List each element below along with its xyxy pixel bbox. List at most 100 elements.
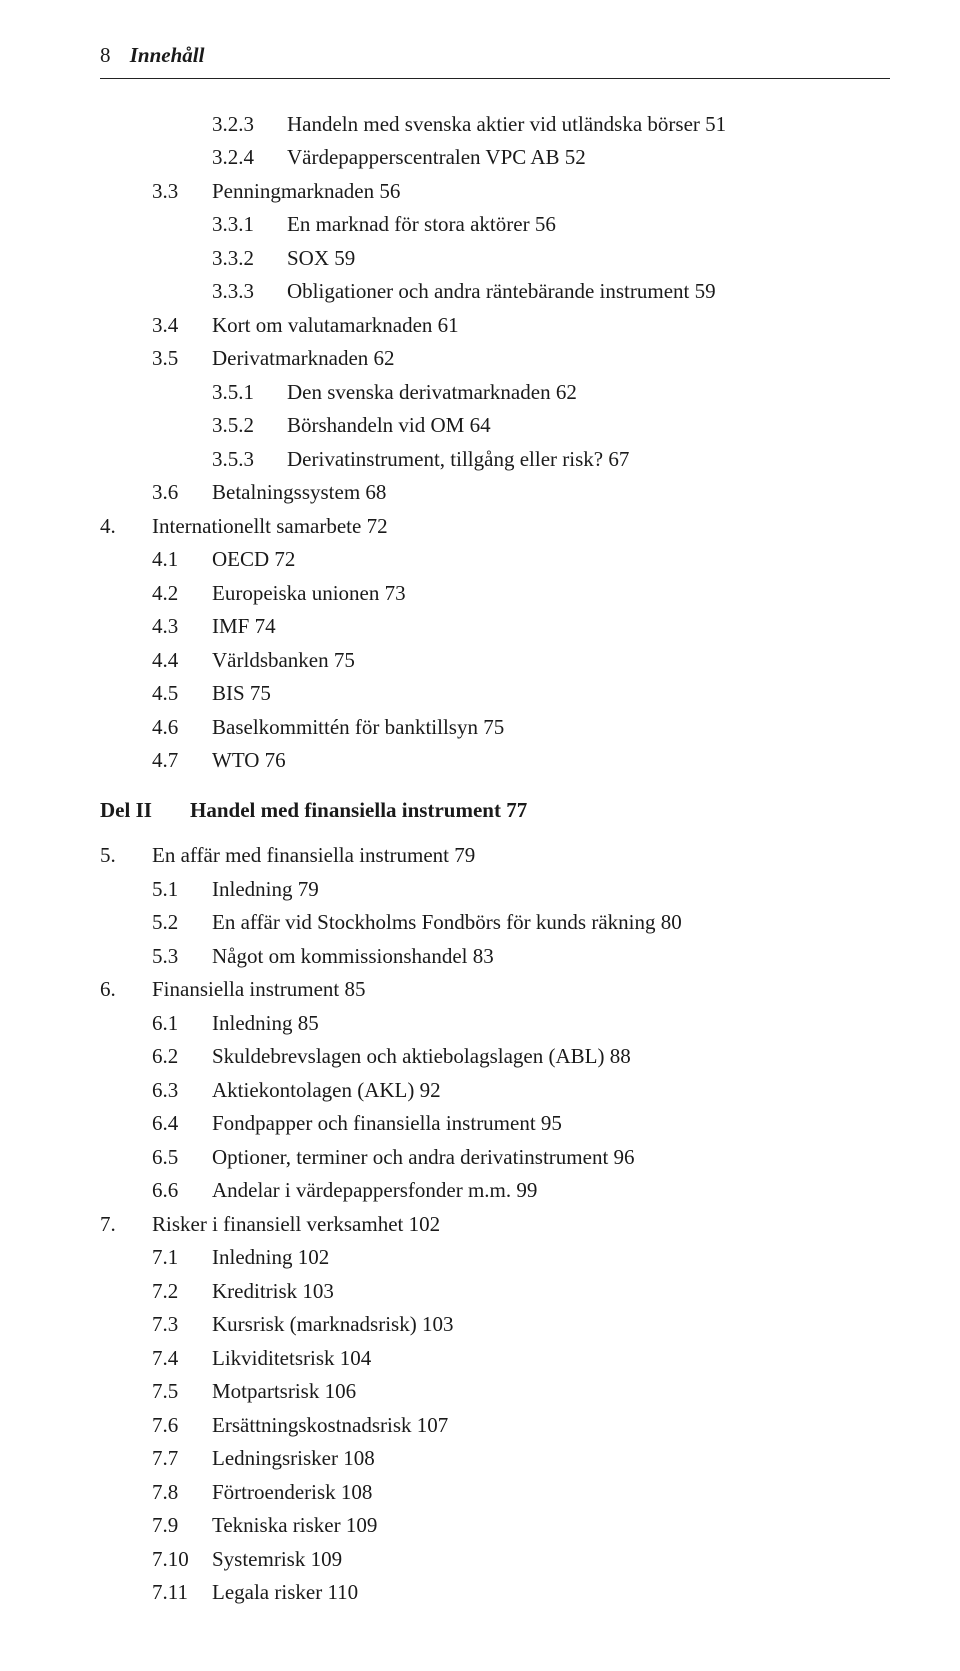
toc-number: 7.9 (152, 1510, 212, 1542)
toc-line: 4.1OECD 72 (100, 544, 890, 576)
toc-number: 7.11 (152, 1577, 212, 1609)
part-label: Del II (100, 795, 190, 827)
toc-text: Obligationer och andra räntebärande inst… (287, 276, 890, 308)
toc-line: 7.10Systemrisk 109 (100, 1544, 890, 1576)
toc-number: 3.2.3 (212, 109, 287, 141)
toc-number: 3.5.2 (212, 410, 287, 442)
toc-text: Ledningsrisker 108 (212, 1443, 890, 1475)
toc-line: 4.4Världsbanken 75 (100, 645, 890, 677)
toc-text: Tekniska risker 109 (212, 1510, 890, 1542)
toc-text: En marknad för stora aktörer 56 (287, 209, 890, 241)
toc-line: 3.5.2Börshandeln vid OM 64 (100, 410, 890, 442)
toc-line: 7.8Förtroenderisk 108 (100, 1477, 890, 1509)
toc-text: Handeln med svenska aktier vid utländska… (287, 109, 890, 141)
toc-text: SOX 59 (287, 243, 890, 275)
toc-line: 7.5Motpartsrisk 106 (100, 1376, 890, 1408)
toc-text: Likviditetsrisk 104 (212, 1343, 890, 1375)
toc-number: 4.7 (152, 745, 212, 777)
header-title: Innehåll (130, 43, 205, 67)
toc-number: 3.3.1 (212, 209, 287, 241)
toc-text: Fondpapper och finansiella instrument 95 (212, 1108, 890, 1140)
toc-number: 6.1 (152, 1008, 212, 1040)
toc-text: Internationellt samarbete 72 (152, 511, 890, 543)
toc-line: 3.5Derivatmarknaden 62 (100, 343, 890, 375)
toc-text: Systemrisk 109 (212, 1544, 890, 1576)
toc-line: 3.6Betalningssystem 68 (100, 477, 890, 509)
toc-number: 6.5 (152, 1142, 212, 1174)
toc-number: 4.6 (152, 712, 212, 744)
toc-text: BIS 75 (212, 678, 890, 710)
toc-number: 4.4 (152, 645, 212, 677)
toc-line: 7.9Tekniska risker 109 (100, 1510, 890, 1542)
toc-number: 3.6 (152, 477, 212, 509)
toc-number: 7.1 (152, 1242, 212, 1274)
toc-text: Derivatmarknaden 62 (212, 343, 890, 375)
toc-number: 3.3.3 (212, 276, 287, 308)
toc-line: 7.Risker i finansiell verksamhet 102 (100, 1209, 890, 1241)
toc-line: 3.3Penningmarknaden 56 (100, 176, 890, 208)
toc-line: 4.Internationellt samarbete 72 (100, 511, 890, 543)
toc-line: 5.En affär med finansiella instrument 79 (100, 840, 890, 872)
toc-text: Betalningssystem 68 (212, 477, 890, 509)
toc-line: 6.5Optioner, terminer och andra derivati… (100, 1142, 890, 1174)
toc-number: 3.5.3 (212, 444, 287, 476)
part-heading: Del II Handel med finansiella instrument… (100, 795, 890, 827)
toc-line: 3.2.3Handeln med svenska aktier vid utlä… (100, 109, 890, 141)
toc-text: Finansiella instrument 85 (152, 974, 890, 1006)
page-number: 8 (100, 40, 111, 72)
toc-number: 6.2 (152, 1041, 212, 1073)
toc-line: 3.5.3Derivatinstrument, tillgång eller r… (100, 444, 890, 476)
toc-text: Förtroenderisk 108 (212, 1477, 890, 1509)
toc-text: Ersättningskostnadsrisk 107 (212, 1410, 890, 1442)
toc-number: 3.4 (152, 310, 212, 342)
toc-text: Andelar i värdepappersfonder m.m. 99 (212, 1175, 890, 1207)
toc-text: Legala risker 110 (212, 1577, 890, 1609)
toc-line: 3.3.1En marknad för stora aktörer 56 (100, 209, 890, 241)
toc-line: 3.5.1Den svenska derivatmarknaden 62 (100, 377, 890, 409)
toc-line: 4.2Europeiska unionen 73 (100, 578, 890, 610)
toc-number: 4.1 (152, 544, 212, 576)
toc-line: 3.3.3Obligationer och andra räntebärande… (100, 276, 890, 308)
toc-text: Optioner, terminer och andra derivatinst… (212, 1142, 890, 1174)
toc-number: 7.6 (152, 1410, 212, 1442)
toc-number: 6.3 (152, 1075, 212, 1107)
toc-number: 7.8 (152, 1477, 212, 1509)
toc-text: En affär med finansiella instrument 79 (152, 840, 890, 872)
toc-number: 4.5 (152, 678, 212, 710)
toc-text: Derivatinstrument, tillgång eller risk? … (287, 444, 890, 476)
page-content: 8 Innehåll 3.2.3Handeln med svenska akti… (0, 0, 960, 1671)
toc-number: 5.2 (152, 907, 212, 939)
toc-line: 5.2En affär vid Stockholms Fondbörs för … (100, 907, 890, 939)
toc-line: 5.1Inledning 79 (100, 874, 890, 906)
toc-text: Kreditrisk 103 (212, 1276, 890, 1308)
toc-line: 7.4Likviditetsrisk 104 (100, 1343, 890, 1375)
toc-number: 3.5.1 (212, 377, 287, 409)
toc-text: Världsbanken 75 (212, 645, 890, 677)
toc-block: 3.2.3Handeln med svenska aktier vid utlä… (100, 109, 890, 777)
toc-line: 7.7Ledningsrisker 108 (100, 1443, 890, 1475)
toc-text: Penningmarknaden 56 (212, 176, 890, 208)
toc-number: 7. (100, 1209, 152, 1241)
toc-text: WTO 76 (212, 745, 890, 777)
toc-line: 7.6Ersättningskostnadsrisk 107 (100, 1410, 890, 1442)
toc-number: 3.2.4 (212, 142, 287, 174)
toc-text: Inledning 102 (212, 1242, 890, 1274)
toc-number: 7.3 (152, 1309, 212, 1341)
toc-number: 3.3.2 (212, 243, 287, 275)
toc-text: Den svenska derivatmarknaden 62 (287, 377, 890, 409)
toc-text: Skuldebrevslagen och aktiebolagslagen (A… (212, 1041, 890, 1073)
toc-text: Kursrisk (marknadsrisk) 103 (212, 1309, 890, 1341)
toc-text: Något om kommissionshandel 83 (212, 941, 890, 973)
toc-line: 5.3Något om kommissionshandel 83 (100, 941, 890, 973)
toc-number: 7.2 (152, 1276, 212, 1308)
toc-line: 3.4Kort om valutamarknaden 61 (100, 310, 890, 342)
toc-line: 7.2Kreditrisk 103 (100, 1276, 890, 1308)
toc-text: En affär vid Stockholms Fondbörs för kun… (212, 907, 890, 939)
toc-text: Motpartsrisk 106 (212, 1376, 890, 1408)
toc-line: 4.5BIS 75 (100, 678, 890, 710)
toc-number: 5.3 (152, 941, 212, 973)
toc-number: 6.6 (152, 1175, 212, 1207)
toc-number: 3.3 (152, 176, 212, 208)
toc-line: 6.2Skuldebrevslagen och aktiebolagslagen… (100, 1041, 890, 1073)
toc-number: 7.7 (152, 1443, 212, 1475)
